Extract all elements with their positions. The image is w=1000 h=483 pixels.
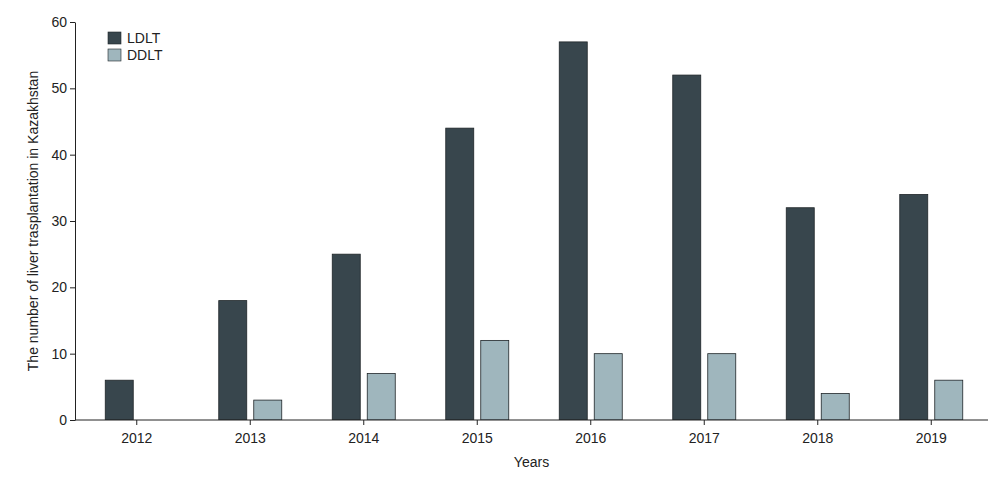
bar — [786, 208, 814, 420]
tick-mark — [70, 354, 75, 355]
bar — [673, 75, 701, 420]
tick-label: 30 — [51, 213, 67, 229]
tick-label: 2013 — [235, 430, 266, 446]
tick-mark — [363, 420, 364, 425]
bar — [594, 354, 622, 420]
tick: 2017 — [689, 420, 720, 446]
tick: 2016 — [575, 420, 606, 446]
chart: 0102030405060201220132014201520162017201… — [0, 0, 1000, 483]
legend-item: DDLT — [108, 47, 163, 63]
tick-label: 10 — [51, 346, 67, 362]
tick: 2019 — [916, 420, 947, 446]
bar — [559, 42, 587, 420]
bar — [105, 380, 133, 420]
tick: 2013 — [235, 420, 266, 446]
tick-mark — [70, 88, 75, 89]
tick-mark — [931, 420, 932, 425]
bars — [105, 42, 963, 420]
plot-area: 0102030405060201220132014201520162017201… — [51, 14, 988, 446]
tick-label: 2016 — [575, 430, 606, 446]
tick-mark — [70, 155, 75, 156]
axis-line — [75, 420, 988, 421]
tick-label: 60 — [51, 14, 67, 30]
bar — [821, 393, 849, 420]
tick-mark — [590, 420, 591, 425]
bar — [219, 301, 247, 420]
tick: 10 — [51, 346, 75, 362]
bar — [900, 194, 928, 420]
bar — [481, 340, 509, 420]
tick-label: 40 — [51, 147, 67, 163]
legend-item: LDLT — [108, 30, 161, 46]
tick-mark — [70, 287, 75, 288]
tick-mark — [70, 420, 75, 421]
y-axis-title: The number of liver trasplantation in Ka… — [25, 71, 41, 371]
tick: 30 — [51, 213, 75, 229]
tick: 0 — [59, 412, 75, 428]
tick-mark — [70, 221, 75, 222]
bar — [254, 400, 282, 420]
tick-mark — [817, 420, 818, 425]
bar — [935, 380, 963, 420]
tick-label: 2012 — [121, 430, 152, 446]
bar — [708, 354, 736, 420]
tick-label: 20 — [51, 279, 67, 295]
legend-swatch — [108, 32, 121, 44]
bar — [332, 254, 360, 420]
tick-label: 2019 — [916, 430, 947, 446]
tick: 2015 — [462, 420, 493, 446]
bar — [446, 128, 474, 420]
legend-label: LDLT — [127, 30, 161, 46]
tick-label: 2017 — [689, 430, 720, 446]
tick: 20 — [51, 279, 75, 295]
axis-line — [75, 23, 76, 421]
tick-mark — [704, 420, 705, 425]
tick: 60 — [51, 14, 75, 30]
tick: 2014 — [348, 420, 379, 446]
series — [254, 340, 963, 420]
tick-mark — [70, 22, 75, 23]
series — [105, 42, 928, 420]
tick: 40 — [51, 147, 75, 163]
legend-label: DDLT — [127, 47, 163, 63]
bar — [367, 374, 395, 420]
tick-mark — [477, 420, 478, 425]
legend: LDLTDDLT — [108, 30, 163, 63]
tick: 2012 — [121, 420, 152, 446]
tick-label: 2015 — [462, 430, 493, 446]
tick-label: 2018 — [802, 430, 833, 446]
tick-label: 2014 — [348, 430, 379, 446]
tick-mark — [250, 420, 251, 425]
tick-mark — [136, 420, 137, 425]
legend-swatch — [108, 49, 121, 61]
tick-label: 0 — [59, 412, 67, 428]
tick: 2018 — [802, 420, 833, 446]
x-axis-title: Years — [514, 454, 549, 470]
tick: 50 — [51, 80, 75, 96]
x-axis: 2012 2013 2014 2015 2016 2017 2018 2019 — [75, 420, 988, 446]
y-axis: 0 10 20 30 40 50 60 — [51, 14, 75, 428]
tick-label: 50 — [51, 80, 67, 96]
